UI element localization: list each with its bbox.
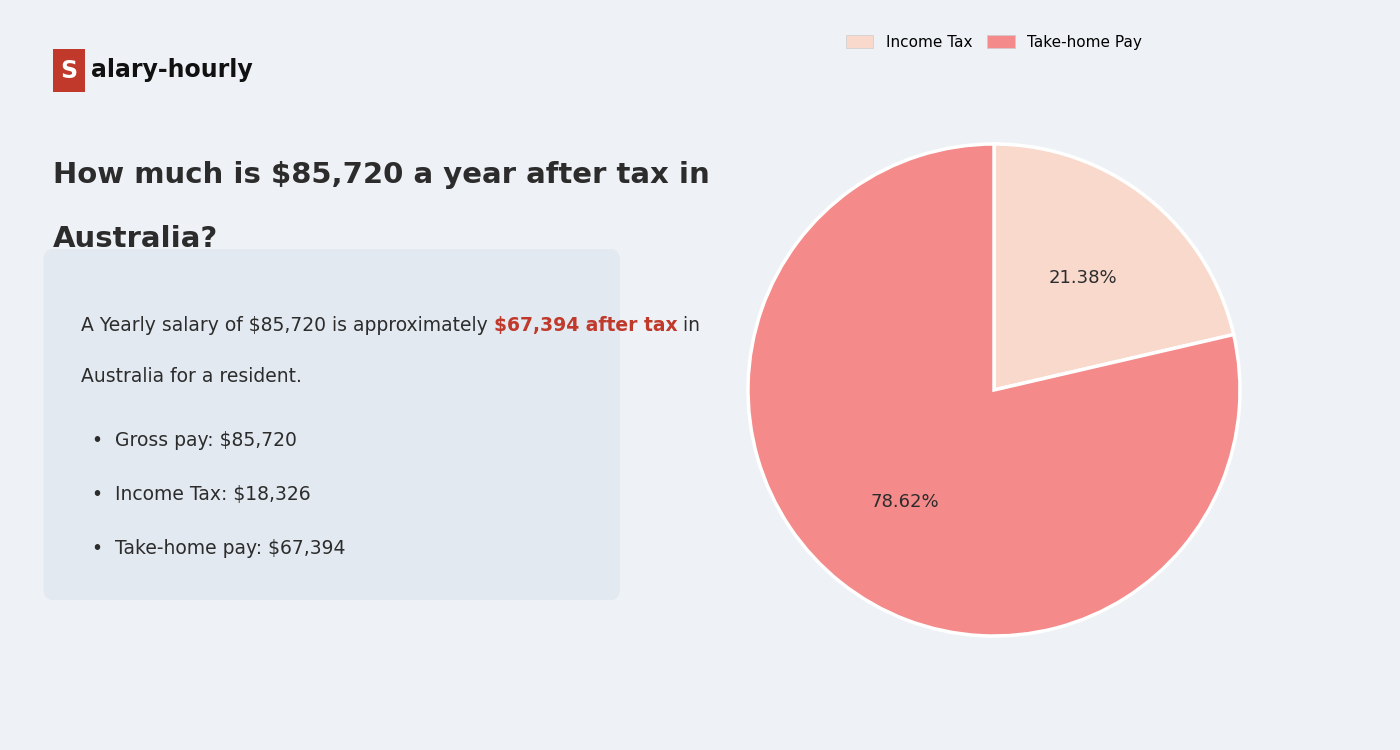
Text: 21.38%: 21.38% xyxy=(1049,269,1117,287)
Text: How much is $85,720 a year after tax in: How much is $85,720 a year after tax in xyxy=(53,161,710,189)
Wedge shape xyxy=(748,144,1240,636)
Text: S: S xyxy=(60,58,78,82)
Text: alary-hourly: alary-hourly xyxy=(91,58,253,82)
Text: $67,394 after tax: $67,394 after tax xyxy=(494,316,678,335)
Text: •: • xyxy=(91,539,102,558)
Wedge shape xyxy=(994,144,1233,390)
Text: Gross pay: $85,720: Gross pay: $85,720 xyxy=(115,431,297,450)
Text: •: • xyxy=(91,485,102,504)
Text: 78.62%: 78.62% xyxy=(871,493,939,511)
Text: in: in xyxy=(678,316,700,335)
Text: Australia for a resident.: Australia for a resident. xyxy=(81,368,302,386)
FancyBboxPatch shape xyxy=(43,249,620,600)
Text: Take-home pay: $67,394: Take-home pay: $67,394 xyxy=(115,539,346,558)
FancyBboxPatch shape xyxy=(53,49,85,92)
Legend: Income Tax, Take-home Pay: Income Tax, Take-home Pay xyxy=(840,28,1148,56)
Text: •: • xyxy=(91,431,102,450)
Text: A Yearly salary of $85,720 is approximately: A Yearly salary of $85,720 is approximat… xyxy=(81,316,494,335)
Text: Australia?: Australia? xyxy=(53,225,218,253)
Text: Income Tax: $18,326: Income Tax: $18,326 xyxy=(115,485,311,504)
